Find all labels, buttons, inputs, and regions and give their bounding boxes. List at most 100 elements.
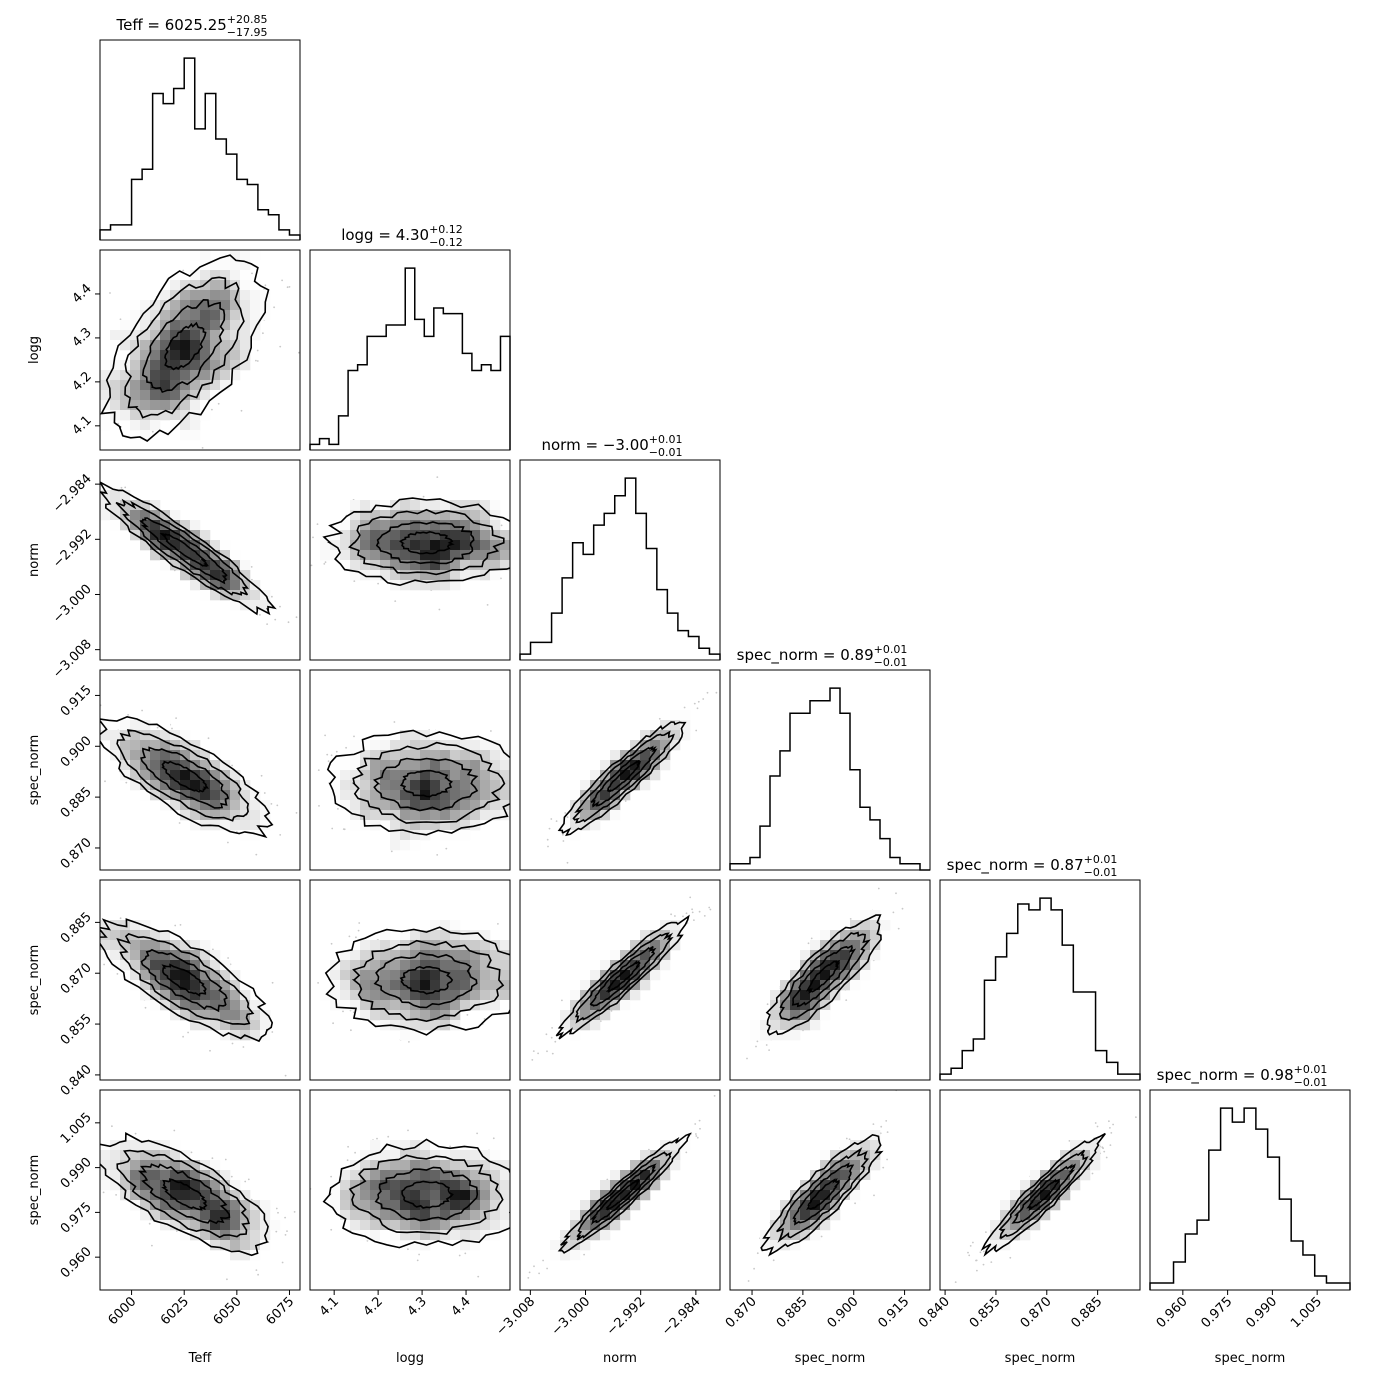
density-cell [200, 360, 211, 371]
density-cell [230, 1000, 241, 1011]
density-cell [100, 490, 111, 501]
sample-point [255, 853, 258, 856]
sample-point [102, 1191, 105, 1194]
density-cell [450, 820, 461, 831]
density-cell [450, 550, 461, 561]
density-cell [590, 820, 601, 831]
y-axis-label-3: spec_norm [27, 735, 42, 806]
density-cell [820, 980, 831, 991]
density-cell [230, 320, 241, 331]
density-cell [590, 1020, 601, 1031]
density-cell [190, 740, 201, 751]
density-cell [250, 290, 261, 301]
density-cell [450, 980, 461, 991]
density-cell [390, 550, 401, 561]
density-cell [450, 940, 461, 951]
density-cell [630, 940, 641, 951]
sample-point [171, 727, 173, 730]
density-cell [190, 820, 201, 831]
density-cell [140, 300, 151, 311]
sample-point [696, 707, 699, 710]
density-cell [210, 300, 221, 311]
density-cell [180, 740, 191, 751]
sample-point [97, 938, 99, 940]
density-cell [490, 510, 501, 521]
title-4-prefix: spec_norm = [947, 856, 1051, 875]
contour-2 [351, 939, 505, 1023]
sample-point [517, 566, 519, 568]
sample-point [275, 1207, 278, 1210]
density-cell [210, 780, 221, 791]
density-cell [400, 990, 411, 1001]
density-cell [640, 930, 651, 941]
density-cell [150, 390, 161, 401]
density-cell [450, 750, 461, 761]
density-cell [330, 1000, 341, 1011]
density-cell [180, 810, 191, 821]
histogram-0 [99, 39, 301, 241]
density-cell [410, 550, 421, 561]
title-5-plus: +0.01 [1294, 1063, 1328, 1076]
density-cell [840, 950, 851, 961]
density-cell [260, 1010, 271, 1021]
density-cell [210, 570, 221, 581]
density-cell [590, 990, 601, 1001]
density-cell [210, 320, 221, 331]
density-cell [650, 930, 661, 941]
density-cell [160, 560, 171, 571]
density-cell [460, 830, 471, 841]
sample-point [144, 1006, 147, 1009]
density-cell [170, 750, 181, 761]
density-cell [180, 760, 191, 771]
density-cell [210, 810, 221, 821]
density-cell [380, 800, 391, 811]
density-cell [380, 750, 391, 761]
density-cell [650, 750, 661, 761]
title-5-value: 0.98 [1260, 1066, 1293, 1084]
density-cell [580, 1010, 591, 1021]
sample-point [766, 1003, 769, 1006]
density-cell [480, 930, 491, 941]
sample-point [345, 746, 347, 749]
density-cell [370, 1010, 381, 1021]
title-4-minus: −0.01 [1084, 866, 1118, 879]
density-cell [490, 740, 501, 751]
sample-point [566, 816, 569, 818]
density-cell [370, 570, 381, 581]
density-cell [250, 1030, 261, 1041]
density-cell [840, 940, 851, 951]
density-cell [470, 950, 481, 961]
density-cell [650, 770, 661, 781]
density-cell [410, 1030, 421, 1041]
density-cell [160, 520, 171, 531]
density-cell [400, 570, 411, 581]
sample-point [178, 822, 181, 824]
density-cell [450, 920, 461, 931]
density-cell [410, 930, 421, 941]
sample-point [554, 1040, 557, 1043]
density-cell [580, 780, 591, 791]
density-cell [400, 930, 411, 941]
density-cell [850, 920, 861, 931]
density-cell [430, 560, 441, 571]
density-cell [400, 750, 411, 761]
density-cell [240, 290, 251, 301]
density-cell [360, 1010, 371, 1021]
density-cell [180, 280, 191, 291]
density-cell [170, 530, 181, 541]
density-cell [320, 990, 331, 1001]
density-cell [460, 550, 471, 561]
density-cell [180, 950, 191, 961]
density-cell [180, 370, 191, 381]
density-cell [190, 520, 201, 531]
density-cell [100, 420, 111, 431]
density-cell [340, 990, 351, 1001]
density-cell [860, 950, 871, 961]
sample-point [317, 982, 319, 984]
density-cell [110, 390, 121, 401]
density-cell [460, 800, 471, 811]
sample-point [65, 475, 67, 477]
density-cell [210, 560, 221, 571]
title-3-value: 0.89 [840, 646, 873, 664]
